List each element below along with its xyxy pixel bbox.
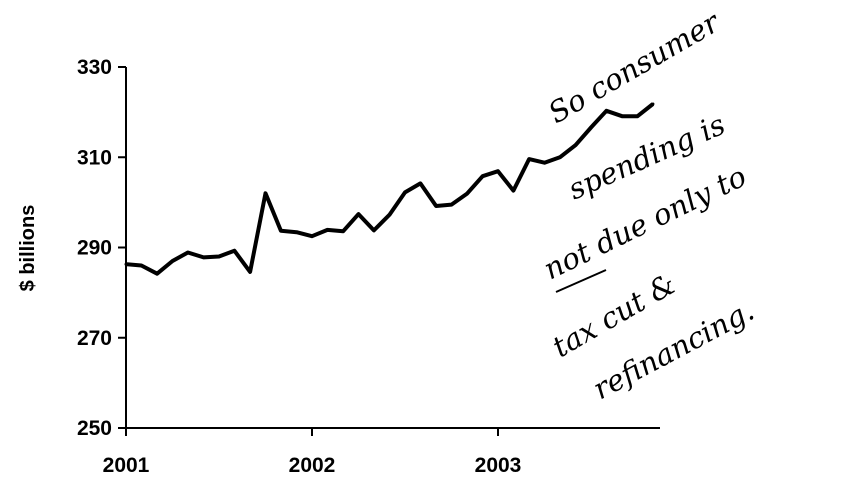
data-point xyxy=(589,125,593,129)
data-point xyxy=(372,228,376,232)
data-point xyxy=(232,249,236,253)
data-point xyxy=(481,174,485,178)
x-tick-label: 2002 xyxy=(289,454,336,477)
y-axis-title: $ billions xyxy=(17,205,39,292)
data-point xyxy=(388,213,392,217)
y-tick-label: 270 xyxy=(77,327,112,350)
data-point xyxy=(496,169,500,173)
annotation-underline xyxy=(555,269,607,293)
x-tick-label: 2001 xyxy=(103,454,150,477)
x-axis: 2001 2002 2003 xyxy=(103,427,660,477)
y-tick-label: 330 xyxy=(77,56,112,79)
y-tick-label: 290 xyxy=(77,237,112,260)
handwritten-annotation: So consumer spending is not due only to … xyxy=(538,4,759,406)
data-point xyxy=(574,143,578,147)
data-point xyxy=(186,250,190,254)
y-axis: 250 270 290 310 330 xyxy=(77,56,127,440)
data-point xyxy=(434,204,438,208)
data-point xyxy=(310,234,314,238)
data-point xyxy=(357,212,360,216)
data-point xyxy=(124,262,128,266)
data-point xyxy=(651,102,655,106)
annotation-line-1: So consumer xyxy=(543,4,727,130)
data-point xyxy=(527,157,531,161)
data-point xyxy=(202,255,206,259)
data-point xyxy=(511,189,515,193)
data-point xyxy=(636,114,639,118)
data-point xyxy=(171,259,174,263)
x-tick-label: 2003 xyxy=(475,454,522,477)
data-point xyxy=(620,114,624,118)
data-point xyxy=(248,270,252,274)
data-point xyxy=(217,255,221,259)
data-point xyxy=(341,229,345,233)
data-point xyxy=(155,272,159,276)
data-point xyxy=(279,229,283,233)
series-layer xyxy=(124,102,655,276)
y-tick-label: 310 xyxy=(77,146,112,169)
data-point xyxy=(139,264,143,268)
data-point xyxy=(418,181,422,185)
data-point xyxy=(465,192,469,196)
y-tick-label: 250 xyxy=(77,417,112,440)
data-point xyxy=(295,230,299,234)
data-point xyxy=(604,109,608,113)
data-point xyxy=(264,191,267,195)
data-point xyxy=(543,161,546,165)
data-point xyxy=(558,155,562,159)
data-point xyxy=(450,203,453,207)
data-point xyxy=(403,190,407,194)
data-point xyxy=(325,228,329,232)
